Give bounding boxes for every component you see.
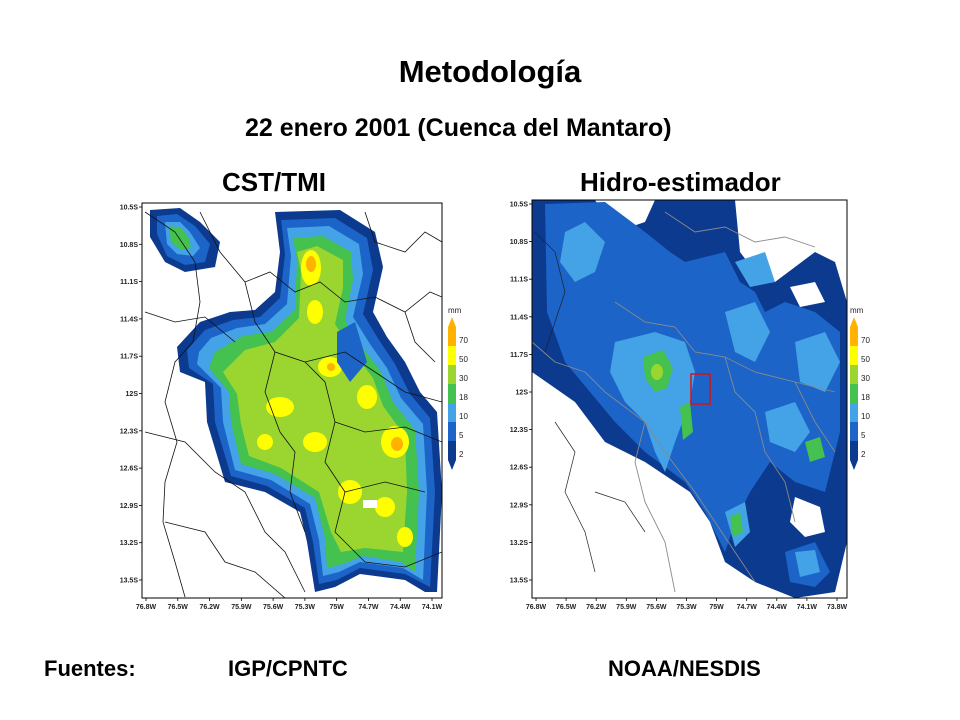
lon-tick-label: 75.9W [231, 604, 252, 611]
legend-top-arrow [448, 317, 456, 327]
right-legend: mm 70 50 30 18 10 5 2 [850, 306, 870, 470]
lon-tick-label: 75.6W [646, 604, 667, 611]
lat-tick-label: 12.6S [510, 465, 529, 472]
legend-level-label: 5 [861, 431, 866, 440]
legend-level-label: 18 [861, 393, 870, 402]
lat-tick-label: 12.3S [510, 427, 529, 434]
right-rain-field [532, 200, 847, 598]
lat-tick-label: 10.8S [510, 239, 529, 246]
lon-tick-label: 75W [709, 604, 724, 611]
legend-swatch [448, 327, 456, 346]
legend-swatch [448, 422, 456, 441]
lon-tick-label: 75.3W [295, 604, 316, 611]
lat-tick-label: 12.9S [120, 503, 139, 510]
legend-swatch [448, 441, 456, 460]
lat-tick-label: 12S [126, 391, 139, 398]
lat-tick-label: 12.9S [510, 502, 529, 509]
legend-swatch [448, 365, 456, 384]
legend-level-label: 2 [861, 450, 866, 459]
sources-label: Fuentes: [44, 656, 136, 681]
cst-tmi-rainfall-map: 10.5S 10.8S 11.1S 11.4S 11.7S 12S 12.3S 12.6S 12… [120, 202, 468, 611]
left-longitude-ticks: 76.8W 76.5W 76.2W 75.9W 75.6W 75.3W 75W 74.7W 74… [136, 598, 443, 611]
lat-tick-label: 13.5S [120, 578, 139, 585]
lon-tick-label: 74.4W [390, 604, 411, 611]
legend-swatch [850, 422, 858, 441]
lat-tick-label: 11.7S [510, 352, 528, 359]
legend-level-label: 30 [459, 374, 468, 383]
lat-tick-label: 11.1S [120, 279, 138, 286]
slide-subtitle: 22 enero 2001 (Cuenca del Mantaro) [245, 114, 672, 142]
lon-tick-label: 76.5W [556, 604, 577, 611]
lon-tick-label: 74.1W [797, 604, 818, 611]
lon-tick-label: 76.2W [586, 604, 607, 611]
lat-tick-label: 13.2S [510, 540, 529, 547]
legend-level-label: 5 [459, 431, 464, 440]
legend-bottom-arrow [448, 460, 456, 470]
hydro-estimator-rainfall-map: 10.5S 10.8S 11.1S 11.4S 11.7S 12S 12.3S 12.6S 12… [510, 199, 870, 611]
legend-level-label: 70 [459, 336, 468, 345]
lon-tick-label: 76.5W [168, 604, 189, 611]
lon-tick-label: 75.6W [263, 604, 284, 611]
lon-tick-label: 75.3W [676, 604, 697, 611]
legend-swatch [850, 327, 858, 346]
lat-tick-label: 11.7S [120, 354, 138, 361]
legend-level-label: 10 [861, 412, 870, 421]
source-right: NOAA/NESDIS [608, 656, 761, 681]
legend-top-arrow [850, 317, 858, 327]
legend-unit: mm [448, 306, 462, 315]
lat-tick-label: 12.6S [120, 466, 139, 473]
lon-tick-label: 74.1W [422, 604, 443, 611]
legend-level-label: 2 [459, 450, 464, 459]
left-rain-field [144, 208, 442, 598]
lat-tick-label: 12S [516, 390, 529, 397]
lon-tick-label: 74.4W [767, 604, 788, 611]
lon-tick-label: 74.7W [737, 604, 758, 611]
left-map-title: CST/TMI [222, 167, 326, 197]
source-left: IGP/CPNTC [228, 656, 348, 681]
legend-level-label: 10 [459, 412, 468, 421]
right-map-title: Hidro-estimador [580, 167, 781, 197]
legend-swatch [448, 403, 456, 422]
legend-level-label: 70 [861, 336, 870, 345]
lat-tick-label: 10.5S [510, 202, 529, 209]
legend-unit: mm [850, 306, 864, 315]
legend-level-label: 50 [861, 355, 870, 364]
lon-tick-label: 76.8W [526, 604, 547, 611]
mantaro-target-box [690, 373, 711, 405]
legend-swatch [850, 384, 858, 403]
lat-tick-label: 10.5S [120, 205, 139, 212]
legend-level-label: 18 [459, 393, 468, 402]
lon-tick-label: 75W [329, 604, 344, 611]
right-latitude-ticks: 10.5S 10.8S 11.1S 11.4S 11.7S 12S 12.3S 12.6S 12… [510, 202, 532, 585]
left-legend: mm 70 50 30 18 10 5 2 [448, 306, 468, 470]
lon-tick-label: 75.9W [616, 604, 637, 611]
legend-swatch [448, 346, 456, 365]
right-longitude-ticks: 76.8W 76.5W 76.2W 75.9W 75.6W 75.3W 75W 74.7W 74… [526, 598, 848, 611]
slide-title: Metodología [398, 54, 582, 89]
legend-level-label: 30 [861, 374, 870, 383]
lat-tick-label: 10.8S [120, 242, 139, 249]
lat-tick-label: 11.4S [120, 316, 138, 323]
legend-swatch [448, 384, 456, 403]
lat-tick-label: 11.1S [510, 277, 528, 284]
lon-tick-label: 76.2W [199, 604, 220, 611]
legend-level-label: 50 [459, 355, 468, 364]
legend-swatch [850, 403, 858, 422]
lat-tick-label: 12.3S [120, 428, 139, 435]
lat-tick-label: 13.5S [510, 578, 529, 585]
lat-tick-label: 13.2S [120, 540, 139, 547]
legend-swatch [850, 365, 858, 384]
lat-tick-label: 11.4S [510, 314, 528, 321]
lon-tick-label: 73.8W [827, 604, 848, 611]
lon-tick-label: 76.8W [136, 604, 157, 611]
legend-swatch [850, 441, 858, 460]
legend-bottom-arrow [850, 460, 858, 470]
legend-swatch [850, 346, 858, 365]
left-latitude-ticks: 10.5S 10.8S 11.1S 11.4S 11.7S 12S 12.3S 12.6S 12… [120, 205, 142, 585]
lon-tick-label: 74.7W [358, 604, 379, 611]
